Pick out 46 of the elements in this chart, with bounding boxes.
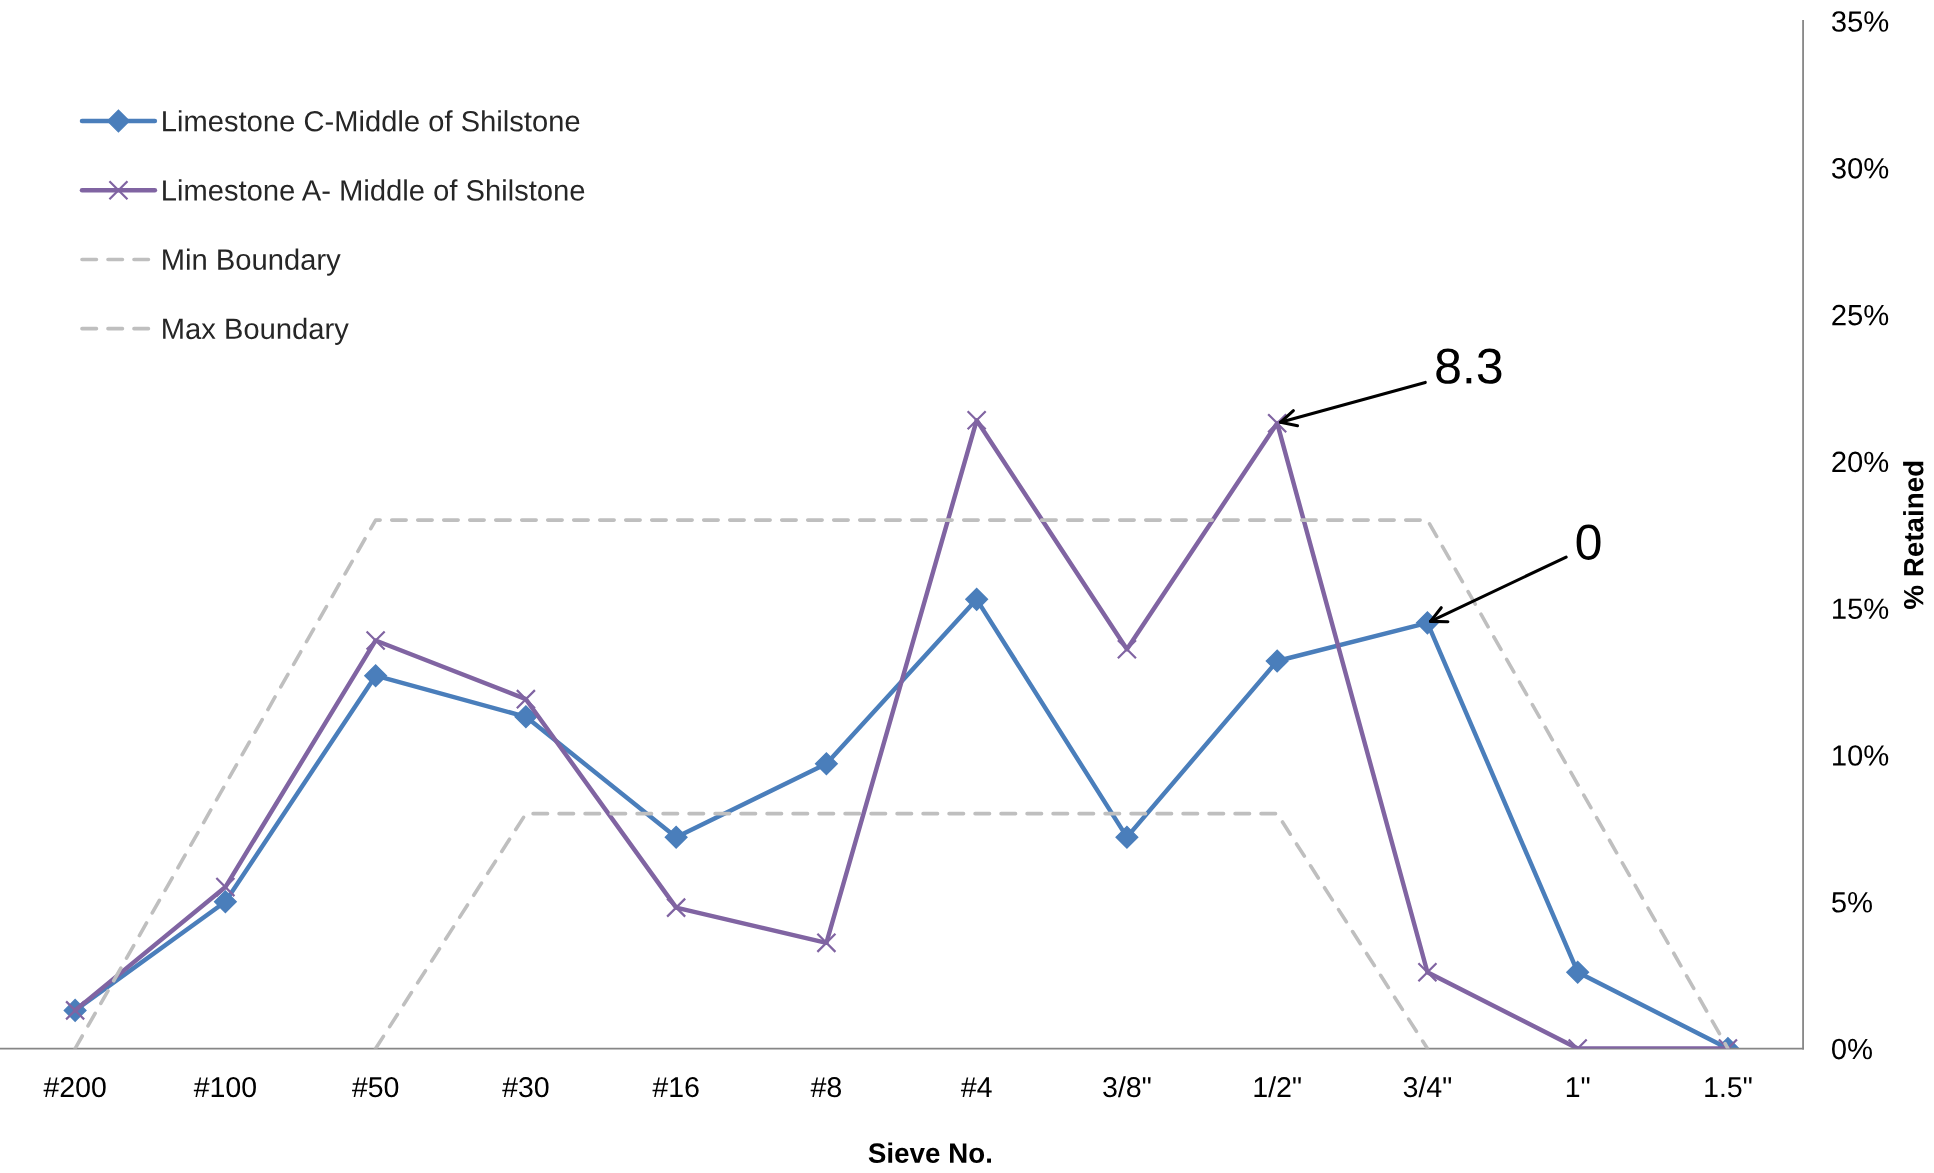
x-tick-label: #16 <box>652 1077 699 1098</box>
x-tick-label: #8 <box>810 1077 841 1098</box>
point <box>365 630 386 651</box>
point <box>814 752 838 776</box>
point <box>215 876 236 898</box>
y-tick-label: 35% <box>1831 11 1889 32</box>
y-tick-label: 5% <box>1832 892 1872 913</box>
y-tick-label: 15% <box>1833 598 1889 620</box>
point <box>364 664 388 688</box>
point <box>966 410 987 431</box>
point <box>1417 962 1438 983</box>
point <box>515 689 537 710</box>
legend-label: Limestone A- Middle of Shilstone <box>163 179 585 201</box>
x-tick-label: #100 <box>193 1077 256 1098</box>
point <box>1267 413 1288 434</box>
x-tick-label: #200 <box>43 1077 106 1098</box>
y-axis-title: % Retained <box>1903 461 1924 609</box>
x-tick-label: #30 <box>502 1077 549 1098</box>
annotation: 0 <box>1576 524 1601 560</box>
legend-label: Min Boundary <box>163 248 341 276</box>
point <box>1265 649 1289 673</box>
y-tick-label: 30% <box>1831 157 1889 179</box>
legend-label: Max Boundary <box>163 317 349 345</box>
point <box>664 825 688 849</box>
y-tick-label: 25% <box>1832 304 1889 326</box>
point <box>965 587 989 611</box>
x-tick-label: #4 <box>960 1077 992 1097</box>
point <box>666 897 687 918</box>
point <box>1566 960 1590 984</box>
x-tick-label: 1" <box>1566 1077 1590 1097</box>
x-tick-label: 3/4" <box>1403 1076 1452 1098</box>
point <box>816 932 837 953</box>
point <box>1116 639 1138 660</box>
x-tick-label: 3/8" <box>1103 1076 1151 1098</box>
x-tick-label: 1.5" <box>1705 1077 1752 1098</box>
x-tick-label: #50 <box>352 1077 399 1098</box>
x-axis-title: Sieve No. <box>868 1142 991 1163</box>
annotation: 8.3 <box>1436 348 1502 384</box>
point <box>1115 825 1139 849</box>
point <box>514 705 538 729</box>
y-tick-label: 20% <box>1832 451 1889 473</box>
y-tick-label: 10% <box>1833 745 1889 766</box>
y-tick-label: 0% <box>1831 1038 1872 1060</box>
point <box>213 890 237 914</box>
legend-label: Limestone C-Middle of Shilstone <box>163 110 580 132</box>
x-tick-label: 1/2" <box>1254 1076 1301 1098</box>
